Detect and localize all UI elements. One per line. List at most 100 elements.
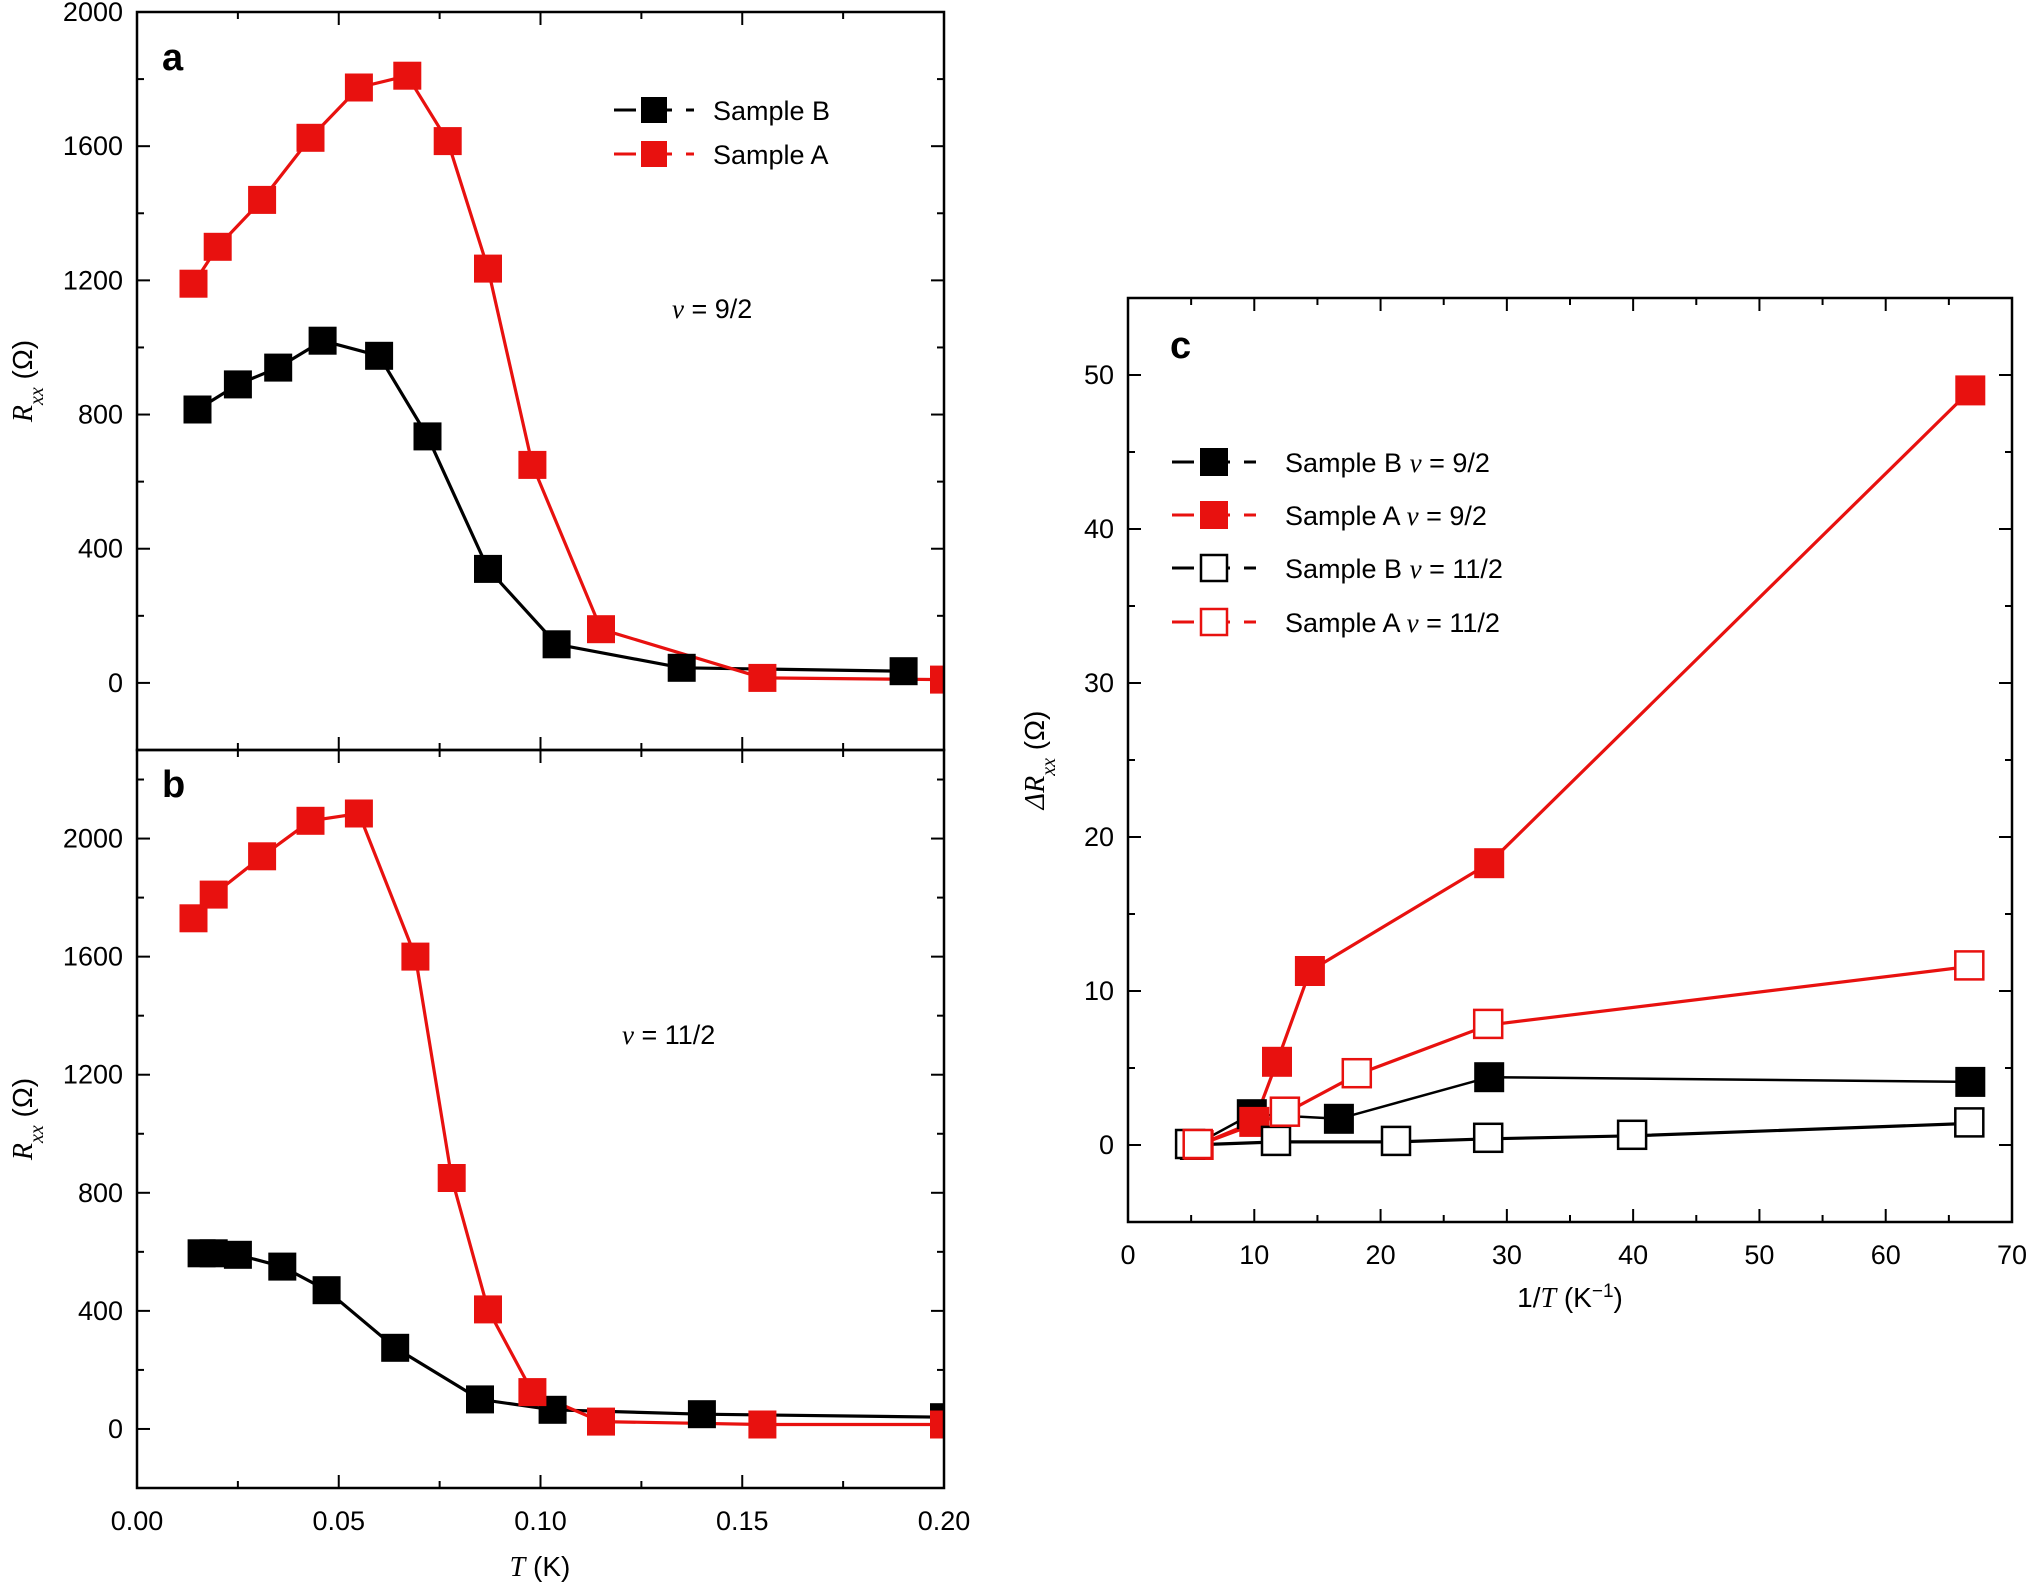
panel-b-y-axis-label: Rxx (Ω) (7, 1078, 48, 1161)
panel-b-series-1-point (401, 942, 430, 971)
panel-c-xtick-label: 10 (1239, 1240, 1269, 1270)
panel-c-ylabel-sub: xx (1038, 758, 1060, 777)
panel-b-series-1-point (474, 1295, 502, 1324)
panel-b-series-0-point (199, 1239, 228, 1268)
panel-c-legend-nu-symbol-a-11-2: v (1407, 608, 1419, 638)
panel-a-series-1-point (930, 665, 944, 694)
panel-a-series-0-point (889, 657, 918, 686)
panel-a-legend: Sample B Sample A (614, 96, 830, 170)
panel-a-series-0-line (196, 338, 904, 673)
panel-c-ytick-label: 50 (1084, 360, 1114, 390)
panel-a-series-1-point (344, 73, 373, 102)
panel-c-series-0-point (1474, 1062, 1505, 1093)
panel-b-ytick-label: 1200 (63, 1060, 123, 1090)
panel-c-series-0-point (1955, 1066, 1986, 1097)
panel-c-ytick-label: 40 (1084, 514, 1114, 544)
panel-a-series-0-point (542, 630, 571, 659)
panel-b-series-1-point (179, 904, 208, 933)
panel-c-xtick-label: 70 (1997, 1240, 2027, 1270)
panel-a-series-0-point (365, 341, 394, 370)
panel-b-xtick-label: 0.10 (514, 1506, 567, 1536)
panel-b-x-axis-label: T (K) (510, 1551, 571, 1583)
panel-c-legend-label-b-9-2: Sample B v = 9/2 (1285, 448, 1490, 478)
panel-b-xtick-label: 0.15 (716, 1506, 769, 1536)
panel-a-series-1-point (474, 254, 502, 283)
panel-a-series-1-point (518, 450, 547, 479)
panel-b-ylabel-main: R (8, 1143, 39, 1161)
panel-c-xlabel-sup: −1 (1592, 1281, 1614, 1302)
panel-b-nu-value: = 11/2 (634, 1020, 715, 1050)
panel-a-series-1-point (248, 185, 277, 214)
panel-b-ylabel-unit: (Ω) (7, 1078, 38, 1125)
panel-b-xtick-label: 0.00 (111, 1506, 164, 1536)
panel-c-series-3-point (1341, 1057, 1373, 1089)
panel-a-series-1-point (748, 663, 777, 692)
panel-c-series-1-point (1262, 1046, 1292, 1077)
panel-a-series-0-point (474, 554, 502, 583)
panel-b-series-group (179, 799, 944, 1439)
panel-b-frame (135, 748, 946, 1490)
panel-a-nu-label: v = 9/2 (672, 294, 752, 324)
panel-b-series-0-point (312, 1276, 341, 1305)
panel-a-ytick-label: 400 (78, 534, 123, 564)
panel-a-series-1-point (296, 123, 325, 152)
panel-c-xtick-label: 0 (1120, 1240, 1135, 1270)
panel-b-series-0-point (466, 1385, 494, 1414)
panel-c-legend-label-a-9-2: Sample A v = 9/2 (1285, 501, 1487, 531)
panel-c-frame (1126, 296, 2014, 1224)
panel-a-ylabel-sub: xx (26, 387, 48, 406)
panel-c-series-2-point (1472, 1122, 1504, 1154)
panel-c-legend-nu-a-9-2: = 9/2 (1419, 501, 1487, 531)
panel-c-series-2-point (1260, 1125, 1292, 1157)
panel-a-nu-symbol: v (672, 294, 684, 324)
panel-c-legend-marker-b-11-2 (1199, 553, 1229, 583)
panel-a: 0 400 800 1200 1600 2000 a v = 9/2 Rxx (Ω) Sa… (7, 0, 946, 752)
panel-b-xlabel-main: T (510, 1552, 528, 1583)
panel-c-ytick-label: 10 (1084, 976, 1114, 1006)
panel-b-letter: b (162, 764, 185, 806)
panel-c-series-2-line (1191, 1121, 1971, 1147)
panel-b-ytick-label: 800 (78, 1178, 123, 1208)
panel-c-xlabel-unit: (K (1556, 1282, 1592, 1313)
panel-c-letter: c (1170, 325, 1191, 367)
panel-b-series-1-point (248, 842, 277, 871)
panel-b-xtick-label: 0.20 (918, 1506, 971, 1536)
panel-c-series-1-point (1955, 375, 1986, 406)
panel-b-ytick-label: 2000 (63, 824, 123, 854)
panel-a-ytick-label: 800 (78, 400, 123, 430)
panel-c-legend-name-b-11-2: Sample B (1285, 554, 1402, 584)
panel-c-legend-nu-b-9-2: = 9/2 (1422, 448, 1490, 478)
panel-a-series-0-point (308, 326, 337, 355)
panel-b-ytick-label: 400 (78, 1296, 123, 1326)
panel-b-series-1-point (437, 1164, 466, 1192)
panel-c-ytick-label: 20 (1084, 822, 1114, 852)
panel-b-series-1-point (344, 799, 373, 828)
panel-a-series-0-point (223, 370, 252, 399)
panel-a-y-axis-label: Rxx (Ω) (7, 340, 48, 423)
panel-c-legend-nu-a-11-2: = 11/2 (1419, 608, 1500, 638)
panel-c-series-0-line (1194, 1075, 1971, 1147)
panel-c-legend-nu-b-11-2: = 11/2 (1422, 554, 1503, 584)
panel-a-ylabel-unit: (Ω) (7, 340, 38, 387)
panel-c-legend-label-a-11-2: Sample A v = 11/2 (1285, 608, 1500, 638)
panel-b-ytick-label: 1600 (63, 942, 123, 972)
panel-c-legend-name-b-9-2: Sample B (1285, 448, 1402, 478)
panel-c-xlabel-main: 1/ (1517, 1282, 1541, 1313)
panel-c-xlabel-close: ) (1614, 1282, 1623, 1313)
panel-a-ytick-label: 0 (108, 668, 123, 698)
panel-c-xlabel-italic: T (1541, 1283, 1559, 1314)
panel-c-xtick-label: 30 (1492, 1240, 1522, 1270)
panel-c-legend-marker-b-9-2 (1200, 448, 1228, 476)
panel-c-ylabel-unit: (Ω) (1019, 711, 1050, 758)
panel-c: 0 10 20 30 40 50 0 10 20 30 40 50 60 70 c ΔRxx (Ω) 1/… (1019, 296, 2027, 1314)
panel-c-series-2-point (1616, 1119, 1648, 1151)
panel-b-series-1-point (930, 1410, 944, 1439)
panel-c-ytick-label: 0 (1099, 1130, 1114, 1160)
panel-c-series-1-point (1294, 956, 1325, 986)
panel-b-plot-area: 0 400 800 1200 1600 2000 0.00 0.05 0.10 0.15 0.20 (63, 750, 970, 1536)
panel-b-series-1-line (192, 811, 944, 1427)
panel-a-series-0-point (264, 353, 293, 382)
panel-c-legend-nu-symbol-b-9-2: v (1410, 448, 1422, 478)
panel-a-legend-marker-sample-b (641, 97, 667, 123)
